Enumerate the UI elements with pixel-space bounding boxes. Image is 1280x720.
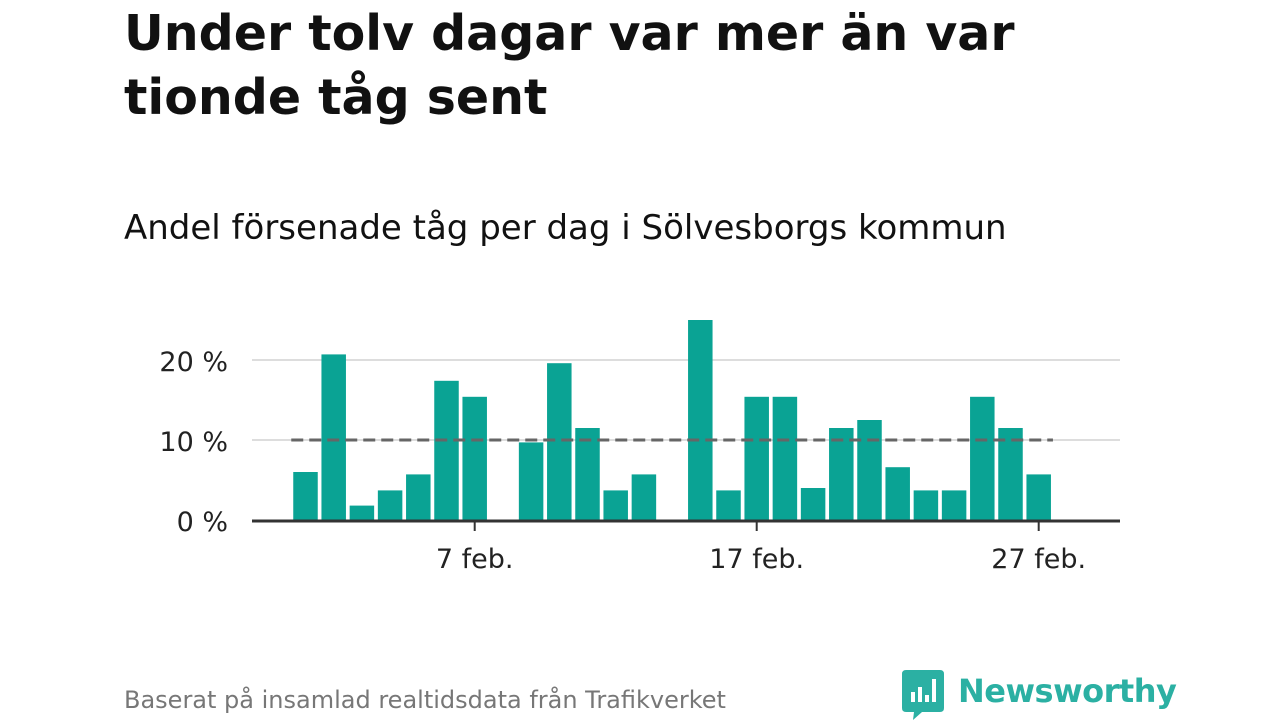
bar	[575, 428, 600, 520]
bar	[1026, 474, 1051, 520]
bar	[518, 442, 544, 520]
chart-title: Under tolv dagar var mer än var tionde t…	[124, 5, 1015, 126]
bar	[406, 474, 431, 520]
bar	[857, 420, 882, 520]
bar	[321, 354, 346, 520]
bar	[547, 363, 572, 520]
bar	[688, 320, 713, 520]
bar	[800, 488, 826, 520]
newsworthy-bar-chart-bubble-icon	[902, 670, 944, 720]
y-tick-label: 20 %	[159, 347, 228, 378]
bar	[377, 490, 403, 520]
bar	[716, 490, 741, 520]
brand-name: Newsworthy	[958, 672, 1177, 710]
x-tick-label: 7 feb.	[436, 544, 514, 575]
bar	[941, 490, 967, 520]
bar	[772, 396, 798, 520]
bar	[913, 490, 939, 520]
bar	[970, 396, 995, 520]
source-note: Baserat på insamlad realtidsdata från Tr…	[124, 686, 726, 714]
x-tick-label: 27 feb.	[991, 544, 1086, 575]
bar	[434, 380, 459, 520]
bar	[885, 467, 910, 520]
bar	[349, 505, 375, 520]
bar	[829, 428, 854, 520]
bar	[744, 396, 769, 520]
bar	[998, 428, 1023, 520]
y-tick-label: 0 %	[177, 507, 228, 538]
bar	[293, 472, 318, 520]
brand-logo: Newsworthy	[902, 670, 1177, 720]
bar	[603, 490, 628, 520]
chart-subtitle: Andel försenade tåg per dag i Sölvesborg…	[124, 208, 1007, 248]
bar	[631, 474, 657, 520]
bar-chart: 0 % 10 % 20 % 7 feb. 17 feb. 27 feb.	[159, 320, 1120, 575]
y-tick-label: 10 %	[159, 427, 228, 458]
bar	[462, 396, 487, 520]
x-tick-label: 17 feb.	[709, 544, 804, 575]
